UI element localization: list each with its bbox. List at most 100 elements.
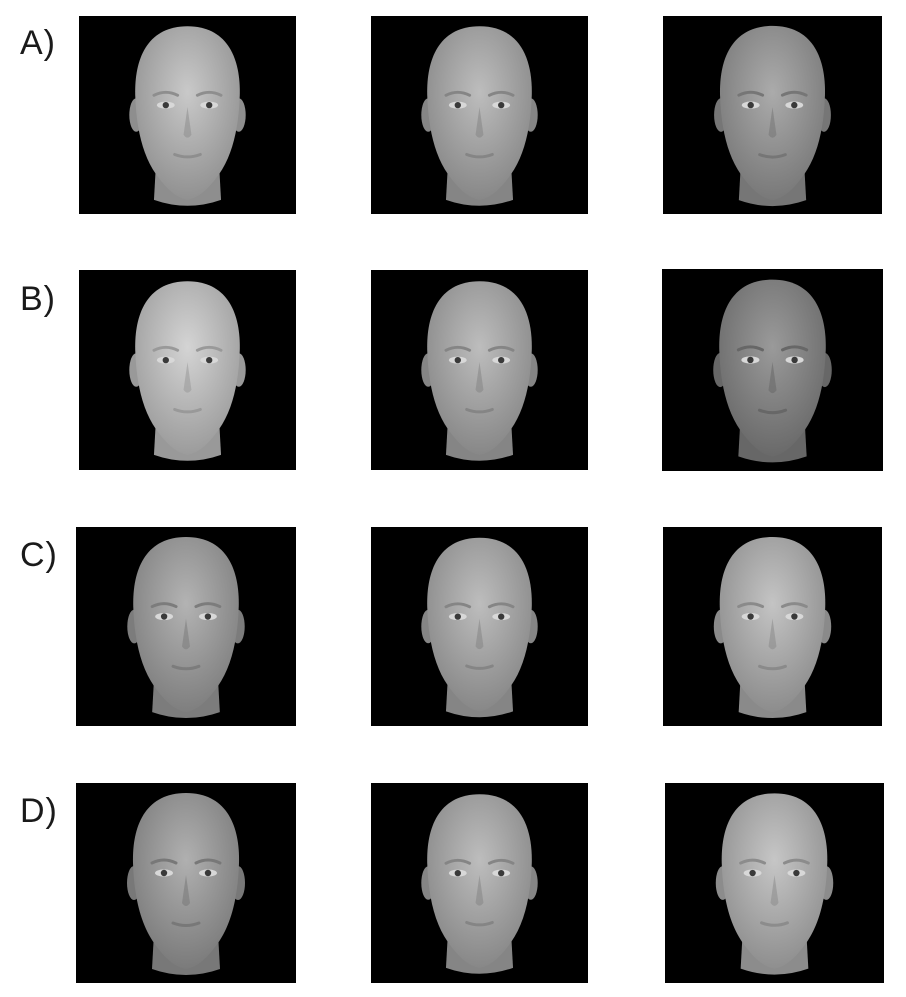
left-eyebrow — [444, 345, 472, 352]
left-eyebrow — [444, 858, 472, 865]
face-image — [421, 26, 538, 206]
face-panel-a3 — [663, 16, 882, 214]
left-eye-iris — [160, 869, 168, 877]
right-eye-iris — [204, 613, 212, 620]
right-eye-iris — [498, 869, 505, 877]
right-eyebrow — [194, 858, 222, 865]
right-eyebrow — [195, 345, 223, 352]
face-panel-a2 — [371, 16, 588, 214]
row-label-d: D) — [20, 792, 58, 830]
left-eyebrow — [737, 602, 765, 609]
nose — [475, 362, 484, 393]
mouth — [173, 407, 202, 414]
left-eyebrow — [444, 602, 472, 609]
mouth — [758, 153, 787, 159]
nose — [768, 107, 777, 138]
right-eye-iris — [498, 101, 505, 109]
left-eye-iris — [454, 356, 461, 364]
right-eye-iris — [793, 869, 800, 877]
right-eye-iris — [791, 356, 798, 364]
left-eye-iris — [454, 613, 461, 620]
face-image — [713, 279, 832, 463]
right-eye-iris — [204, 869, 212, 877]
right-eyebrow — [487, 90, 515, 97]
left-eye-iris — [162, 356, 169, 364]
left-eyebrow — [150, 858, 178, 865]
left-eyebrow — [150, 602, 178, 609]
left-eye-iris — [162, 101, 169, 109]
nose — [770, 875, 779, 906]
right-eye-iris — [791, 613, 798, 620]
left-eye-iris — [749, 869, 756, 877]
face-image — [421, 281, 538, 461]
face-image — [129, 281, 246, 461]
left-eye-iris — [747, 101, 754, 109]
left-eye-iris — [747, 613, 754, 620]
right-eye-iris — [791, 101, 798, 109]
right-eyebrow — [780, 602, 808, 609]
nose — [768, 361, 777, 394]
face-panel-d2 — [371, 783, 588, 983]
right-eye-iris — [206, 101, 213, 109]
mouth — [757, 408, 788, 415]
face-image — [127, 793, 245, 975]
left-eyebrow — [736, 345, 764, 352]
nose — [475, 618, 484, 650]
face-panel-d1 — [76, 783, 296, 983]
left-eyebrow — [444, 90, 472, 97]
nose — [182, 875, 190, 906]
left-eye-iris — [454, 101, 461, 109]
face-panel-c2 — [371, 527, 588, 726]
face-image — [713, 536, 832, 719]
right-eyebrow — [487, 858, 515, 865]
nose — [183, 362, 192, 393]
mouth — [760, 921, 789, 927]
left-eye-iris — [454, 869, 461, 877]
face-panel-b1 — [79, 270, 296, 470]
right-eye-iris — [498, 356, 505, 364]
right-eyebrow — [487, 345, 515, 352]
face-panel-b2 — [371, 270, 588, 470]
face-image — [421, 537, 538, 718]
face-panel-a1 — [79, 16, 296, 214]
right-eye-iris — [206, 356, 213, 364]
right-eye-iris — [498, 613, 505, 620]
mouth — [465, 664, 494, 670]
nose — [768, 618, 777, 650]
left-eyebrow — [152, 90, 180, 97]
mouth — [173, 152, 202, 159]
left-eyebrow — [737, 90, 765, 97]
nose — [182, 618, 190, 650]
mouth — [465, 407, 494, 414]
left-eyebrow — [152, 345, 180, 352]
face-panel-c1 — [76, 527, 296, 726]
right-eyebrow — [487, 602, 515, 609]
mouth — [465, 152, 494, 159]
face-image — [714, 25, 831, 207]
face-image — [421, 794, 538, 974]
nose — [183, 107, 192, 138]
nose — [475, 875, 484, 906]
mouth — [171, 664, 201, 671]
face-panel-c3 — [663, 527, 882, 726]
mouth — [465, 920, 494, 927]
left-eye-iris — [160, 613, 168, 620]
right-eyebrow — [194, 602, 222, 609]
nose — [475, 107, 484, 138]
face-image — [715, 793, 834, 975]
right-eyebrow — [781, 345, 809, 352]
right-eyebrow — [195, 90, 223, 97]
mouth — [758, 664, 787, 671]
row-label-c: C) — [20, 536, 58, 574]
mouth — [171, 921, 201, 927]
right-eyebrow — [782, 858, 810, 865]
row-label-b: B) — [20, 280, 56, 318]
left-eyebrow — [739, 858, 767, 865]
face-image — [129, 26, 246, 206]
row-label-a: A) — [20, 24, 56, 62]
face-panel-b3 — [662, 269, 883, 471]
left-eye-iris — [747, 356, 754, 364]
right-eyebrow — [780, 90, 808, 97]
face-panel-d3 — [665, 783, 884, 983]
face-image — [127, 536, 245, 719]
